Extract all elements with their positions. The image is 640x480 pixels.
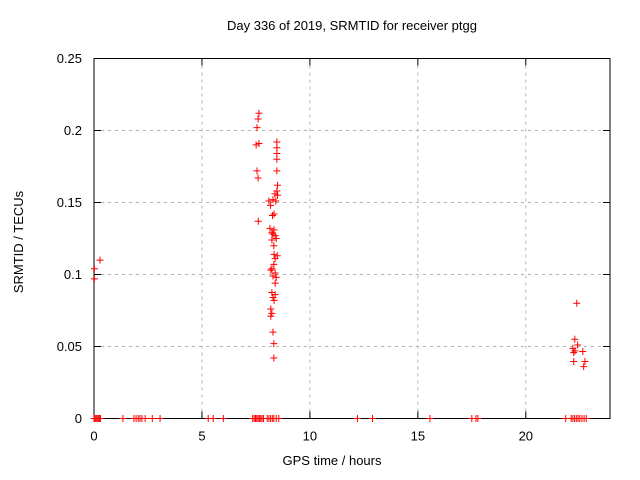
data-point [219, 415, 227, 422]
data-point [582, 415, 590, 422]
data-point [273, 167, 281, 175]
x-axis-label: GPS time / hours [282, 453, 382, 468]
data-point [90, 275, 98, 283]
data-point [570, 357, 578, 365]
data-point [267, 305, 275, 313]
data-point [269, 211, 277, 219]
data-point [571, 347, 579, 355]
data-point [96, 415, 104, 422]
data-point [266, 224, 274, 232]
y-tick-label: 0 [75, 411, 82, 426]
plot-border [93, 58, 611, 419]
data-point [581, 357, 589, 365]
y-tick-label: 0.2 [64, 123, 82, 138]
data-point [273, 155, 281, 163]
data-point [209, 415, 217, 422]
data-point [274, 191, 282, 199]
data-point [268, 265, 276, 273]
data-point [271, 255, 279, 263]
data-point [272, 197, 280, 205]
data-point [268, 309, 276, 317]
data-point [269, 294, 277, 302]
data-point [141, 415, 149, 422]
data-point [270, 210, 278, 218]
x-tick-label: 0 [90, 429, 97, 444]
data-point [580, 363, 588, 371]
data-point [253, 124, 261, 132]
data-point [265, 197, 273, 205]
data-point [255, 139, 263, 147]
data-point [369, 415, 377, 422]
data-point [579, 348, 587, 356]
data-point [254, 217, 262, 225]
data-point [267, 266, 275, 274]
data-point [254, 115, 262, 123]
data-point [270, 354, 278, 362]
data-point [270, 242, 278, 250]
y-tick-label: 0.15 [57, 195, 82, 210]
data-point [119, 415, 127, 422]
y-tick-label: 0.1 [64, 267, 82, 282]
data-point [272, 235, 280, 242]
data-point [270, 250, 278, 258]
data-point [96, 256, 104, 264]
data-point [269, 328, 277, 336]
y-tick-label: 0.25 [57, 51, 82, 66]
data-point [571, 335, 579, 343]
data-point [270, 296, 278, 304]
data-point [272, 273, 280, 281]
chart-title: Day 336 of 2019, SRMTID for receiver ptg… [226, 18, 477, 33]
data-point [268, 236, 276, 244]
data-point [268, 229, 276, 237]
data-point [353, 415, 361, 422]
data-point [254, 174, 262, 182]
data-point [267, 201, 275, 209]
x-tick-label: 20 [519, 429, 533, 444]
data-point [275, 415, 283, 422]
data-point [574, 341, 582, 349]
data-point [253, 167, 261, 175]
data-point [474, 415, 482, 422]
x-tick-label: 10 [303, 429, 317, 444]
data-point [271, 232, 279, 240]
data-point [269, 272, 277, 280]
data-point [274, 181, 282, 189]
data-point [270, 340, 278, 348]
data-point [570, 349, 578, 357]
x-tick-label: 5 [198, 429, 205, 444]
y-tick-label: 0.05 [57, 339, 82, 354]
data-point [90, 265, 98, 273]
x-tick-label: 15 [411, 429, 425, 444]
data-point [267, 312, 275, 320]
data-point [156, 415, 164, 422]
data-point [271, 279, 279, 287]
data-point [573, 299, 581, 307]
data-point [426, 415, 434, 422]
data-point [255, 109, 263, 117]
data-point [148, 415, 156, 422]
data-point [270, 260, 278, 268]
